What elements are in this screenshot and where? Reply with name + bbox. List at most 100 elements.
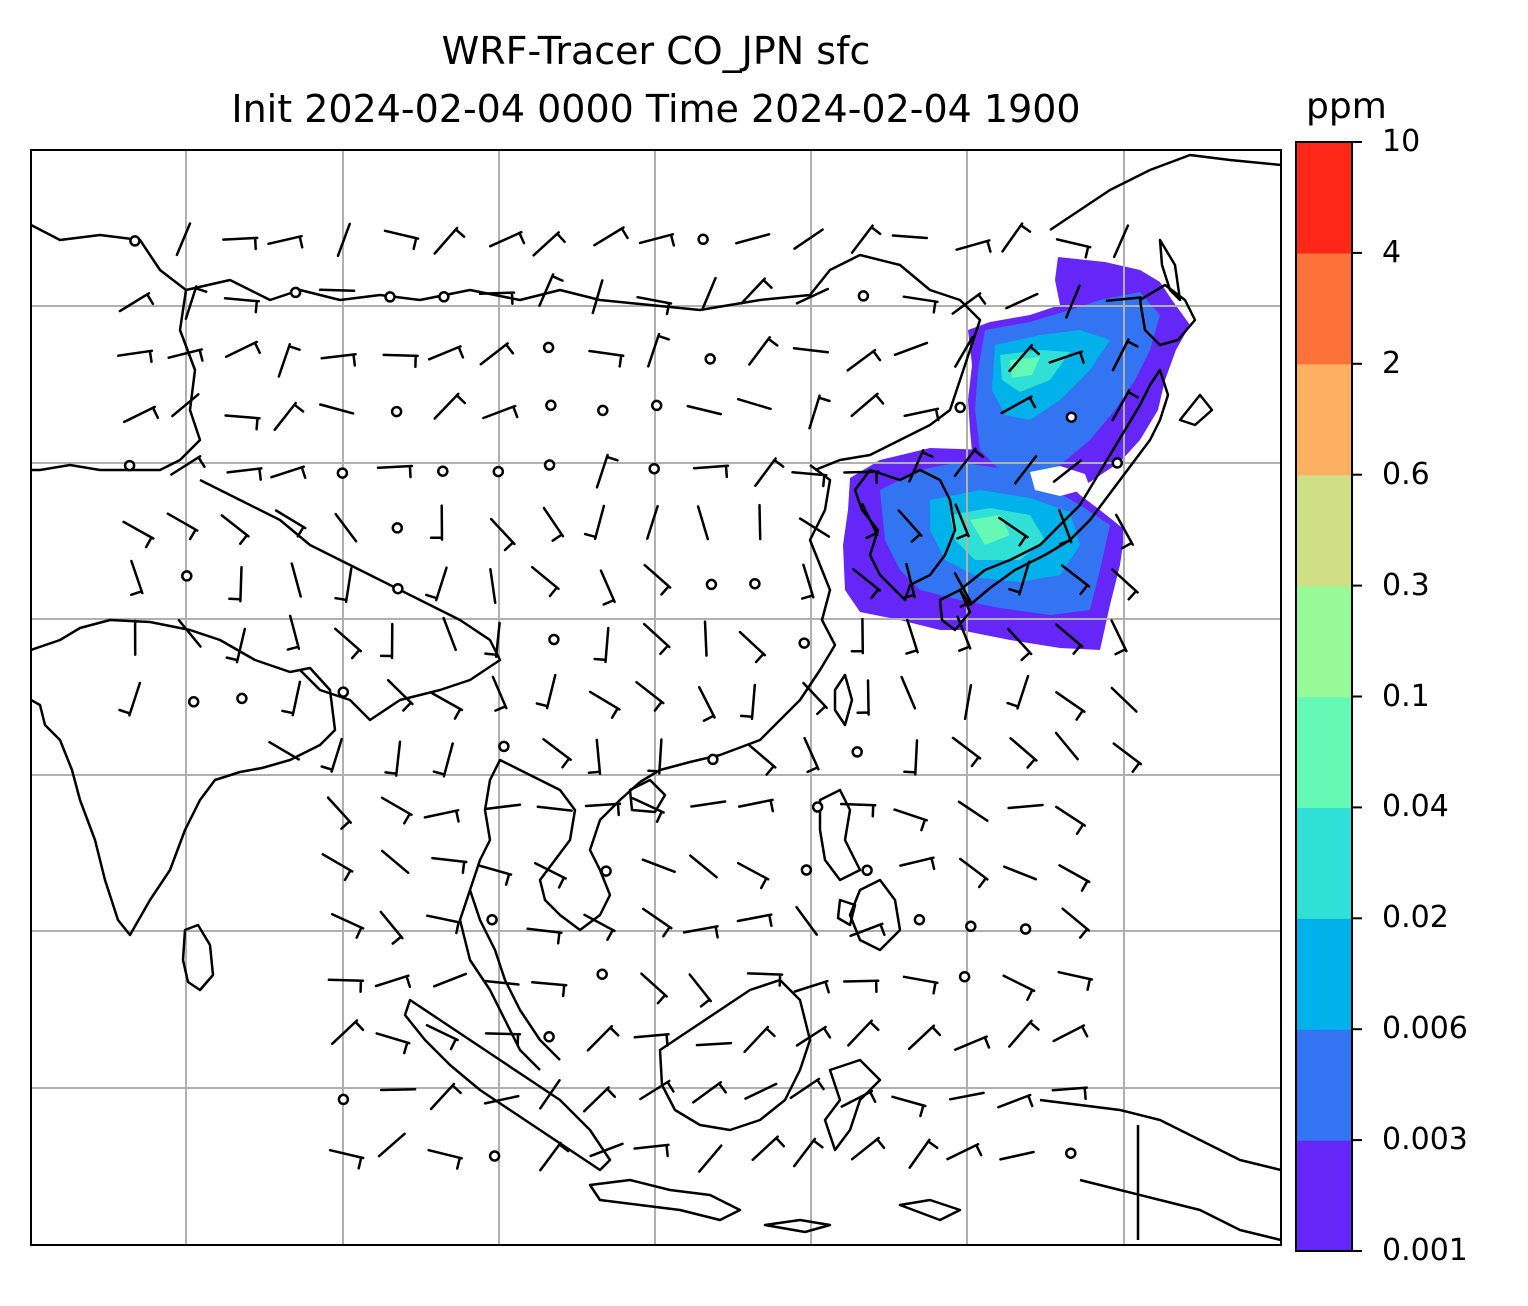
wind-barb	[482, 404, 519, 420]
wind-barb	[582, 1086, 617, 1113]
wind-barb	[220, 514, 250, 546]
wind-barb	[593, 626, 610, 664]
wind-barb	[908, 1138, 939, 1169]
wind-barb	[792, 1137, 824, 1168]
wind-barb	[379, 622, 394, 660]
chart-title: WRF-Tracer CO_JPN sfc	[441, 29, 871, 73]
wind-barb	[850, 617, 865, 655]
calm-wind-marker	[857, 290, 870, 302]
wind-barb	[483, 979, 520, 986]
wind-barb	[802, 681, 828, 716]
wind-barb	[954, 335, 974, 368]
wind-barb	[633, 1033, 670, 1047]
calm-wind-markers	[123, 233, 1124, 1162]
wind-barb	[538, 273, 564, 307]
calm-wind-marker	[913, 913, 926, 926]
wind-barb	[327, 978, 365, 993]
wind-barb	[583, 913, 616, 941]
wind-barb	[690, 800, 727, 808]
calm-wind-marker	[545, 399, 557, 412]
taiwan	[833, 673, 854, 727]
wind-barb	[484, 803, 522, 811]
wind-barb	[1001, 222, 1032, 253]
wind-barb	[891, 234, 929, 240]
wind-barb	[334, 627, 363, 660]
calm-wind-marker	[704, 353, 716, 365]
wind-barb	[531, 981, 568, 998]
himalaya-border	[199, 478, 502, 722]
wind-barb	[1006, 674, 1030, 710]
wind-barb	[166, 512, 199, 541]
wind-barb	[631, 796, 665, 823]
philippines-visayas	[836, 898, 857, 927]
colorbar-tick-label: 0.3	[1382, 567, 1430, 603]
wind-barb	[999, 1150, 1035, 1161]
wind-barb	[380, 796, 413, 825]
wind-barb	[225, 627, 247, 664]
colorbar-tick-label: 2	[1382, 345, 1402, 381]
wind-barb	[330, 1019, 365, 1046]
wind-barb	[850, 1136, 886, 1161]
wind-barb	[893, 341, 929, 357]
wind-barb	[748, 744, 777, 776]
wind-barb	[737, 798, 775, 813]
wind-barb	[277, 343, 301, 378]
calm-wind-marker	[289, 286, 302, 299]
wind-barb	[1006, 627, 1033, 662]
wind-barb	[840, 1089, 877, 1108]
wind-barb	[738, 630, 767, 664]
wind-barb	[318, 288, 356, 293]
wind-barb	[530, 565, 560, 598]
wind-barb	[184, 285, 208, 320]
wind-barb	[963, 684, 973, 721]
wind-barb	[1060, 564, 1091, 596]
wind-barb	[429, 1082, 462, 1111]
wind-barb	[1105, 296, 1142, 303]
wind-barb	[587, 738, 602, 775]
wind-barb	[642, 622, 671, 656]
wind-barb	[636, 295, 673, 316]
wind-barb	[588, 690, 621, 719]
wind-barb	[539, 1141, 570, 1172]
calm-wind-marker	[749, 577, 761, 590]
hainan	[628, 778, 667, 814]
wind-barb	[588, 349, 625, 368]
wind-barb	[1008, 560, 1031, 596]
wind-barb	[1005, 292, 1039, 310]
wind-barb	[334, 567, 353, 604]
wind-barb	[290, 562, 302, 598]
sri-lanka	[181, 923, 215, 992]
wind-barb	[893, 808, 928, 832]
wind-barb	[902, 562, 916, 600]
wind-barb	[326, 796, 353, 830]
wind-barb	[267, 234, 304, 249]
wind-barb	[1014, 454, 1038, 485]
wind-barb	[484, 1032, 522, 1047]
wind-barb	[431, 856, 468, 874]
calm-wind-marker	[129, 235, 141, 247]
wind-barb	[1111, 568, 1139, 601]
plume-peak-2	[970, 515, 1010, 545]
wind-barb	[849, 922, 886, 938]
calm-wind-marker	[181, 570, 193, 582]
wind-barb	[1110, 619, 1128, 656]
central-asia-border	[31, 223, 187, 291]
calm-wind-marker	[596, 968, 608, 980]
wind-barb	[379, 910, 404, 945]
wind-barb	[1112, 742, 1143, 773]
wind-barb	[1008, 343, 1041, 373]
colorbar-tick-label: 0.003	[1382, 1122, 1468, 1158]
sumatra	[403, 998, 612, 1172]
wind-barb	[903, 407, 940, 422]
wind-barb	[384, 740, 402, 777]
wind-barb	[425, 1023, 459, 1051]
china-west-border	[31, 289, 202, 472]
wind-barb	[682, 925, 719, 939]
wind-barb	[1112, 224, 1130, 259]
wind-barb	[843, 470, 880, 484]
wind-barb	[535, 673, 557, 710]
wind-barb	[758, 503, 762, 541]
wind-barb	[847, 1019, 880, 1047]
wind-barb	[123, 405, 160, 424]
wind-barb	[489, 517, 516, 552]
